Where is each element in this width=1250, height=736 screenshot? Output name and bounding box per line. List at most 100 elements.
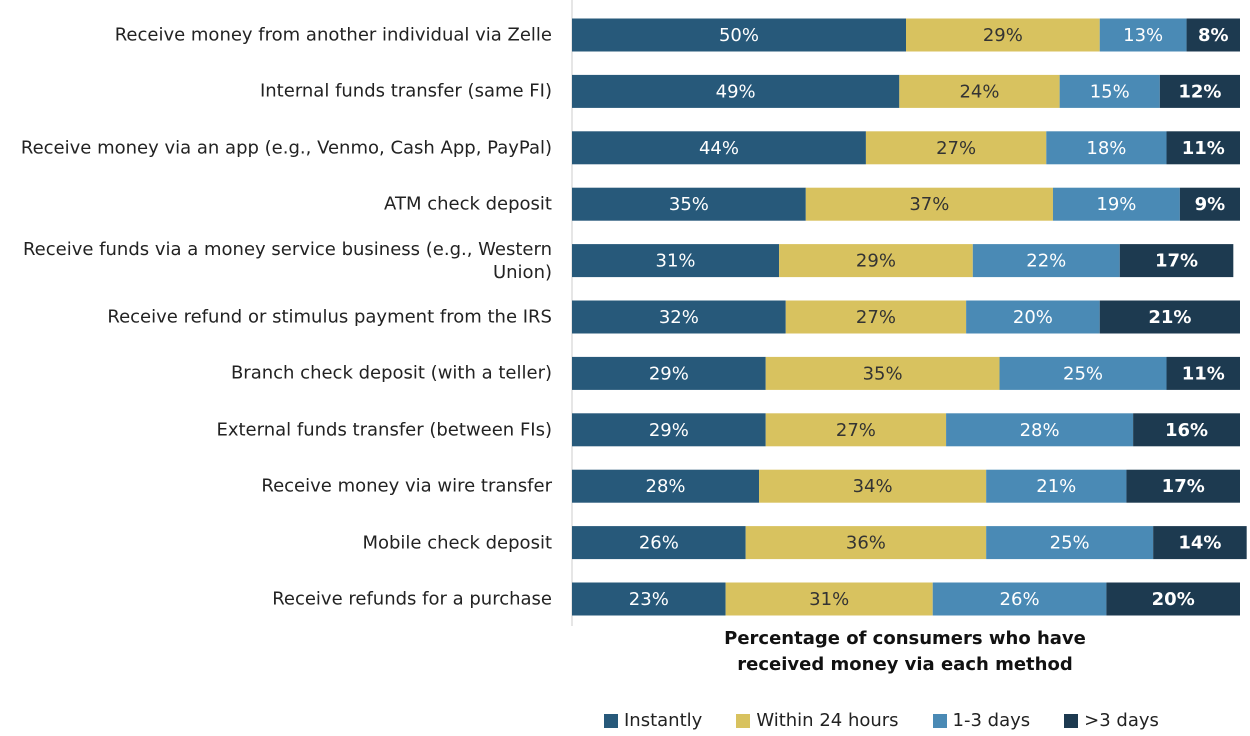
- legend-item: Instantly: [604, 710, 702, 731]
- data-label: 29%: [649, 420, 689, 441]
- data-label: 32%: [659, 307, 699, 328]
- bar-segment: [899, 74, 1060, 108]
- data-label: 29%: [983, 25, 1023, 46]
- legend-label: >3 days: [1084, 710, 1159, 731]
- bar-segment: [1166, 356, 1240, 390]
- data-label: 24%: [959, 81, 999, 102]
- data-label: 44%: [699, 138, 739, 159]
- data-label: 25%: [1050, 533, 1090, 554]
- bar-segment: [1119, 244, 1234, 278]
- data-label: 20%: [1013, 307, 1053, 328]
- data-label: 11%: [1182, 363, 1225, 384]
- data-label: 35%: [669, 194, 709, 215]
- bar-segment: [572, 244, 780, 278]
- data-label: 26%: [1000, 589, 1040, 610]
- data-label: 18%: [1086, 138, 1126, 159]
- data-label: 28%: [1020, 420, 1060, 441]
- data-label: 31%: [809, 589, 849, 610]
- bar-segment: [572, 356, 766, 390]
- bar-segment: [1186, 18, 1240, 52]
- bar-segment: [572, 469, 760, 503]
- data-label: 21%: [1036, 476, 1076, 497]
- bar-segment: [785, 300, 967, 334]
- bar-segment: [946, 413, 1134, 447]
- bar-segment: [1159, 74, 1240, 108]
- data-label: 27%: [856, 307, 896, 328]
- data-label: 25%: [1063, 363, 1103, 384]
- data-label: 23%: [629, 589, 669, 610]
- data-label: 9%: [1195, 194, 1226, 215]
- category-label: Receive money via an app (e.g., Venmo, C…: [20, 137, 552, 159]
- legend-swatch: [736, 713, 751, 728]
- bar-segment: [759, 469, 987, 503]
- data-label: 49%: [716, 81, 756, 102]
- data-label: 37%: [909, 194, 949, 215]
- data-label: 8%: [1198, 25, 1229, 46]
- data-label: 36%: [846, 533, 886, 554]
- data-label: 22%: [1026, 251, 1066, 272]
- bar-segment: [972, 244, 1120, 278]
- bar-segment: [932, 582, 1107, 616]
- legend-label: 1-3 days: [952, 710, 1031, 731]
- data-label: 19%: [1096, 194, 1136, 215]
- x-axis-title: Percentage of consumers who have receive…: [724, 628, 1086, 675]
- bar-segment: [572, 131, 866, 165]
- category-label: Internal funds transfer (same FI): [259, 80, 552, 102]
- data-label: 17%: [1155, 251, 1198, 272]
- data-label: 28%: [646, 476, 686, 497]
- bar-segment: [725, 582, 933, 616]
- legend-item: Within 24 hours: [736, 710, 899, 731]
- bar-segment: [805, 187, 1053, 221]
- bar-segment: [1106, 582, 1240, 616]
- bar-segment: [986, 469, 1127, 503]
- bar-segment: [865, 131, 1047, 165]
- data-label: 20%: [1152, 589, 1195, 610]
- data-label: 27%: [936, 138, 976, 159]
- data-label: 35%: [863, 363, 903, 384]
- bar-segment: [1179, 187, 1240, 221]
- bar-segment: [1046, 131, 1167, 165]
- bar-segment: [1166, 131, 1240, 165]
- category-label: Receive refunds for a purchase: [272, 588, 552, 610]
- data-label: 34%: [853, 476, 893, 497]
- bar-segment: [765, 356, 1000, 390]
- data-label: 31%: [656, 251, 696, 272]
- data-label: 17%: [1162, 476, 1205, 497]
- data-label: 27%: [836, 420, 876, 441]
- bar-segment: [1153, 526, 1247, 560]
- bar-segment: [1052, 187, 1180, 221]
- bar-segment: [572, 300, 786, 334]
- data-label: 50%: [719, 25, 759, 46]
- data-label: 21%: [1148, 307, 1191, 328]
- bar-segment: [572, 18, 906, 52]
- bar-segment: [1099, 300, 1240, 334]
- data-label: 16%: [1165, 420, 1208, 441]
- data-label: 11%: [1182, 138, 1225, 159]
- category-label: External funds transfer (between FIs): [216, 419, 552, 441]
- legend-item: >3 days: [1064, 710, 1159, 731]
- legend-swatch: [932, 713, 947, 728]
- bar-segment: [1059, 74, 1160, 108]
- bar-segment: [999, 356, 1167, 390]
- legend-swatch: [604, 713, 618, 728]
- legend-item: 1-3 days: [932, 710, 1031, 731]
- bar-segment: [572, 187, 806, 221]
- data-label: 29%: [649, 363, 689, 384]
- bar-segment: [906, 18, 1100, 52]
- bar-segment: [779, 244, 973, 278]
- bar-segment: [572, 582, 726, 616]
- data-label: 29%: [856, 251, 896, 272]
- data-label: 15%: [1090, 81, 1130, 102]
- data-label: 14%: [1178, 533, 1221, 554]
- legend-label: Within 24 hours: [756, 710, 899, 731]
- category-label: Receive refund or stimulus payment from …: [107, 306, 552, 328]
- data-label: 13%: [1123, 25, 1163, 46]
- bar-segment: [572, 526, 746, 560]
- data-label: 26%: [639, 533, 679, 554]
- category-label: Receive money from another individual vi…: [114, 24, 552, 46]
- legend-swatch: [1064, 713, 1079, 728]
- category-label: Receive funds via a money service busine…: [22, 238, 552, 283]
- bar-segment: [1133, 413, 1240, 447]
- bar-segment: [572, 74, 900, 108]
